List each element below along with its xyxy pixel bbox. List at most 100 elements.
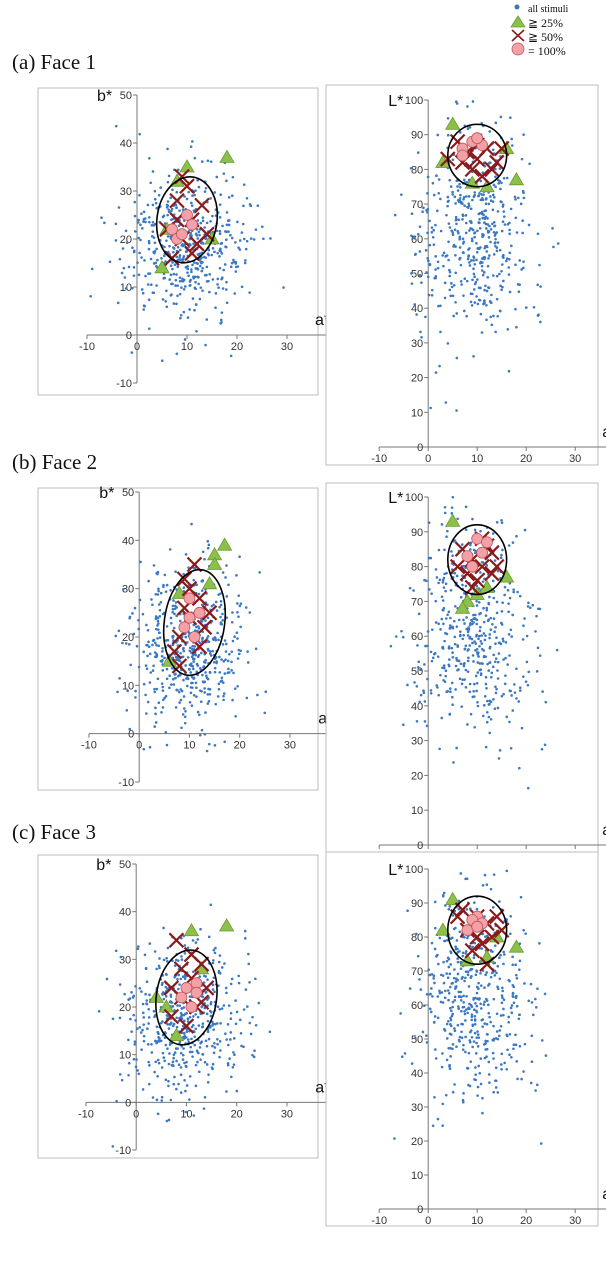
all-stimuli-point: [133, 214, 137, 218]
all-stimuli-point: [426, 275, 430, 279]
y-tick-label: 20: [411, 770, 423, 782]
all-stimuli-point: [454, 604, 457, 608]
all-stimuli-point: [127, 1073, 130, 1077]
all-stimuli-point: [498, 977, 502, 981]
all-stimuli-point: [201, 1053, 204, 1056]
all-stimuli-point: [208, 670, 212, 674]
all-stimuli-point: [478, 298, 482, 302]
all-stimuli-point: [499, 1024, 503, 1028]
all-stimuli-point: [457, 668, 460, 671]
all-stimuli-point: [233, 635, 236, 639]
all-stimuli-point: [481, 233, 484, 236]
all-stimuli-point: [428, 588, 431, 591]
all-stimuli-point: [179, 651, 182, 655]
all-stimuli-point: [475, 1009, 478, 1013]
all-stimuli-point: [147, 1082, 151, 1086]
x-tick-label: 20: [520, 1215, 532, 1227]
all-stimuli-point: [445, 213, 448, 217]
all-stimuli-point: [178, 701, 181, 704]
all-stimuli-point: [496, 964, 500, 968]
all-stimuli-point: [189, 1045, 193, 1049]
all-stimuli-point: [156, 258, 159, 262]
all-stimuli-point: [90, 267, 94, 271]
x-tick-label: -10: [371, 453, 387, 465]
ge50-point: [196, 619, 213, 636]
all-stimuli-point: [425, 208, 428, 212]
all-stimuli-point: [520, 268, 523, 271]
all-stimuli-point: [482, 704, 486, 707]
all-stimuli-point: [148, 1064, 151, 1067]
all-stimuli-point: [440, 1065, 444, 1069]
all-stimuli-point: [133, 1043, 137, 1046]
all-stimuli-point: [455, 222, 458, 226]
all-stimuli-point: [165, 960, 169, 963]
all-stimuli-point: [476, 1045, 480, 1048]
all-stimuli-point: [475, 1036, 479, 1039]
all-stimuli-point: [177, 1082, 180, 1086]
all-stimuli-point: [423, 720, 427, 723]
all-stimuli-point: [393, 213, 397, 217]
all-stimuli-point: [488, 1015, 491, 1019]
all-stimuli-point: [180, 936, 183, 940]
all-stimuli-point: [485, 883, 489, 887]
all-stimuli-point: [481, 1111, 484, 1115]
all-stimuli-point: [174, 706, 178, 709]
all-stimuli-point: [184, 1089, 187, 1093]
all-stimuli-point: [471, 1045, 474, 1049]
all-stimuli-point: [467, 1051, 471, 1055]
y-tick-label: 90: [411, 527, 423, 539]
all-stimuli-point: [490, 675, 493, 679]
all-stimuli-point: [513, 691, 517, 694]
all-stimuli-point: [463, 622, 466, 625]
all-stimuli-point: [238, 239, 242, 242]
all-stimuli-point: [471, 278, 474, 282]
all-stimuli-point: [474, 551, 477, 555]
all-stimuli-point: [216, 1042, 219, 1046]
all-stimuli-point: [426, 231, 429, 235]
all-stimuli-point: [463, 1012, 467, 1016]
all-stimuli-point: [169, 294, 173, 297]
all-stimuli-point: [147, 298, 151, 301]
all-stimuli-point: [505, 869, 509, 873]
all-stimuli-point: [164, 1043, 168, 1047]
all-stimuli-point: [451, 231, 455, 234]
ge50-point: [164, 250, 180, 266]
all-stimuli-point: [188, 995, 192, 998]
ge25-point: [216, 537, 233, 551]
all-stimuli-point: [504, 674, 507, 677]
all-stimuli-point: [494, 660, 497, 664]
all-stimuli-point: [497, 1034, 501, 1038]
all-stimuli-point: [151, 643, 154, 647]
all-stimuli-point: [183, 1078, 186, 1082]
all-stimuli-point: [214, 600, 218, 604]
all-stimuli-point: [455, 625, 459, 628]
all-stimuli-point: [146, 203, 150, 207]
all-stimuli-point: [500, 181, 503, 185]
all-stimuli-point: [433, 276, 436, 280]
all-stimuli-point: [439, 197, 442, 201]
all-stimuli-point: [152, 262, 156, 265]
all-stimuli-point: [496, 1037, 500, 1041]
all-stimuli-point: [437, 304, 440, 308]
all-stimuli-point: [230, 1075, 233, 1079]
ge50-point: [474, 936, 490, 952]
eq100-point: [461, 924, 474, 937]
all-stimuli-point: [493, 559, 497, 562]
all-stimuli-point: [225, 1090, 228, 1093]
all-stimuli-point: [419, 693, 423, 697]
all-stimuli-point: [166, 235, 170, 238]
all-stimuli-point: [468, 247, 471, 250]
all-stimuli-point: [201, 1025, 204, 1029]
all-stimuli-point: [509, 914, 513, 918]
all-stimuli-point: [503, 953, 506, 956]
all-stimuli-point: [209, 219, 212, 223]
all-stimuli-point: [153, 641, 157, 645]
legend-item-ge-50: ≧ 50%: [510, 28, 604, 44]
all-stimuli-point: [158, 966, 161, 970]
all-stimuli-point: [179, 1066, 183, 1069]
all-stimuli-point: [518, 594, 522, 598]
all-stimuli-point: [501, 986, 504, 990]
all-stimuli-point: [476, 1033, 480, 1036]
all-stimuli-point: [154, 617, 158, 621]
